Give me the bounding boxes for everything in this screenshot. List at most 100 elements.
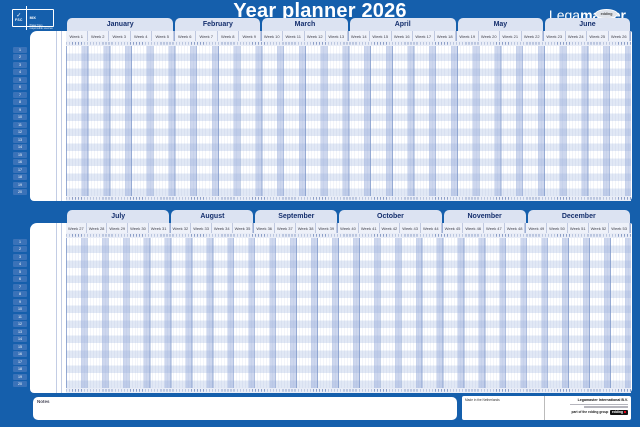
company-info: Legamaster International B.V. part of th…	[545, 396, 631, 420]
row-number-tag: 8	[13, 291, 27, 298]
week-header-cell: Week 14	[349, 31, 370, 41]
week-header-cell: Week 1	[66, 31, 88, 41]
week-header-cell: Week 2	[88, 31, 109, 41]
week-header-cell: Week 28	[87, 223, 108, 233]
week-header-cell: Week 15	[370, 31, 392, 41]
month-tab-october: October	[339, 210, 442, 223]
column-divider	[61, 223, 62, 393]
planner-body: Week 27 Week 28 Week 29 Week 30 Week 31 Week …	[30, 223, 632, 393]
week-group-december: Week 49 Week 50 Week 51 Week 52 Week 53	[526, 223, 631, 233]
month-tab-november: November	[443, 210, 526, 223]
week-header-cell: Week 23	[544, 31, 566, 41]
week-header-cell: Week 48	[505, 223, 526, 233]
notes-label: Notes	[37, 399, 50, 404]
week-header-cell: Week 34	[212, 223, 233, 233]
week-header-cell: Week 31	[149, 223, 170, 233]
week-header-cell: Week 17	[413, 31, 435, 41]
week-header-cell: Week 16	[392, 31, 413, 41]
row-number-tag: 4	[13, 261, 27, 268]
row-number-tag: 12	[13, 129, 27, 136]
row-number-tag: 11	[13, 313, 27, 320]
week-group-march: Week 10 Week 11 Week 12 Week 13	[262, 31, 349, 41]
planner-first-half: January February March April May June Week 1 We…	[13, 18, 632, 201]
row-number-tag: 13	[13, 328, 27, 335]
row-number-tag: 16	[13, 351, 27, 358]
week-header-cell: Week 27	[66, 223, 87, 233]
week-header-cell: Week 10	[262, 31, 283, 41]
row-number-tag: 16	[13, 159, 27, 166]
planner-grid	[66, 238, 631, 388]
week-header-cell: Week 41	[359, 223, 380, 233]
row-number-tag: 6	[13, 84, 27, 91]
row-number-tag: 15	[13, 151, 27, 158]
fsc-text: MIX Paper from responsible sources	[25, 6, 54, 30]
row-number-tag: 4	[13, 69, 27, 76]
week-header-cell: Week 26	[609, 31, 630, 41]
week-header-cell: Week 12	[305, 31, 326, 41]
row-number-tag: 10	[13, 306, 27, 313]
edding-group-line: part of the edding group edding	[548, 409, 628, 415]
week-group-september: Week 36 Week 37 Week 38 Week 39	[254, 223, 339, 233]
week-group-february: Week 6 Week 7 Week 8 Week 9	[175, 31, 262, 41]
month-tab-march: March	[262, 18, 348, 31]
week-header-cell: Week 35	[233, 223, 254, 233]
month-tab-january: January	[67, 18, 174, 31]
week-header-cell: Week 4	[131, 31, 152, 41]
row-number-tag: 5	[13, 268, 27, 275]
edding-logo: edding	[609, 409, 628, 415]
row-number-tag: 7	[13, 91, 27, 98]
day-number-strip-bottom	[66, 388, 631, 393]
week-header-cell: Week 42	[380, 223, 401, 233]
week-header-cell: Week 19	[457, 31, 479, 41]
week-header-cell: Week 7	[196, 31, 218, 41]
week-header-cell: Week 50	[547, 223, 568, 233]
made-in-text: Made in the Netherlands	[462, 396, 545, 420]
week-header-cell: Week 18	[435, 31, 456, 41]
week-group-june: Week 23 Week 24 Week 25 Week 26	[544, 31, 631, 41]
week-group-january: Week 1 Week 2 Week 3 Week 4 Week 5	[66, 31, 175, 41]
row-number-tag: 20	[13, 189, 27, 196]
row-number-tag: 14	[13, 336, 27, 343]
day-number-strip-top	[66, 41, 631, 46]
week-header-cell: Week 38	[296, 223, 317, 233]
day-number-strip-bottom	[66, 196, 631, 201]
row-number-tag: 19	[13, 373, 27, 380]
page-title: Year planner 2026	[233, 0, 407, 22]
row-number-tag: 12	[13, 321, 27, 328]
week-header-cell: Week 8	[218, 31, 239, 41]
week-header-cell: Week 22	[522, 31, 543, 41]
week-header-cell: Week 39	[316, 223, 338, 233]
address-line	[570, 403, 628, 406]
row-number-tag: 14	[13, 144, 27, 151]
row-number-tag: 8	[13, 99, 27, 106]
month-tabs-row: January February March April May June	[66, 18, 631, 31]
week-header-cell: Week 21	[500, 31, 522, 41]
month-tab-september: September	[255, 210, 338, 223]
week-header-cell: Week 53	[609, 223, 630, 233]
week-header-cell: Week 30	[128, 223, 149, 233]
week-group-april: Week 14 Week 15 Week 16 Week 17 Week 18	[349, 31, 457, 41]
row-number-tag: 18	[13, 366, 27, 373]
row-number-tag: 1	[13, 238, 27, 245]
row-number-tag: 5	[13, 76, 27, 83]
week-header-cell: Week 51	[568, 223, 589, 233]
week-header-cell: Week 40	[338, 223, 359, 233]
month-tab-may: May	[457, 18, 543, 31]
row-number-tag: 19	[13, 181, 27, 188]
month-tab-july: July	[67, 210, 170, 223]
fsc-tree-icon: ✓ FSC	[15, 13, 23, 23]
week-header-cell: Week 44	[421, 223, 442, 233]
week-header-cell: Week 9	[239, 31, 261, 41]
week-group-july: Week 27 Week 28 Week 29 Week 30 Week 31	[66, 223, 171, 233]
week-header-cell: Week 43	[400, 223, 421, 233]
week-header-row: Week 27 Week 28 Week 29 Week 30 Week 31 Week …	[66, 223, 631, 233]
row-number-tag: 6	[13, 276, 27, 283]
row-number-tag: 1	[13, 46, 27, 53]
group-text: part of the edding group	[571, 410, 609, 415]
week-header-cell: Week 32	[171, 223, 192, 233]
company-name: Legamaster International B.V.	[577, 398, 628, 402]
week-header-cell: Week 5	[152, 31, 174, 41]
address-line	[584, 406, 628, 408]
month-tab-december: December	[527, 210, 630, 223]
row-number-tag: 2	[13, 54, 27, 61]
